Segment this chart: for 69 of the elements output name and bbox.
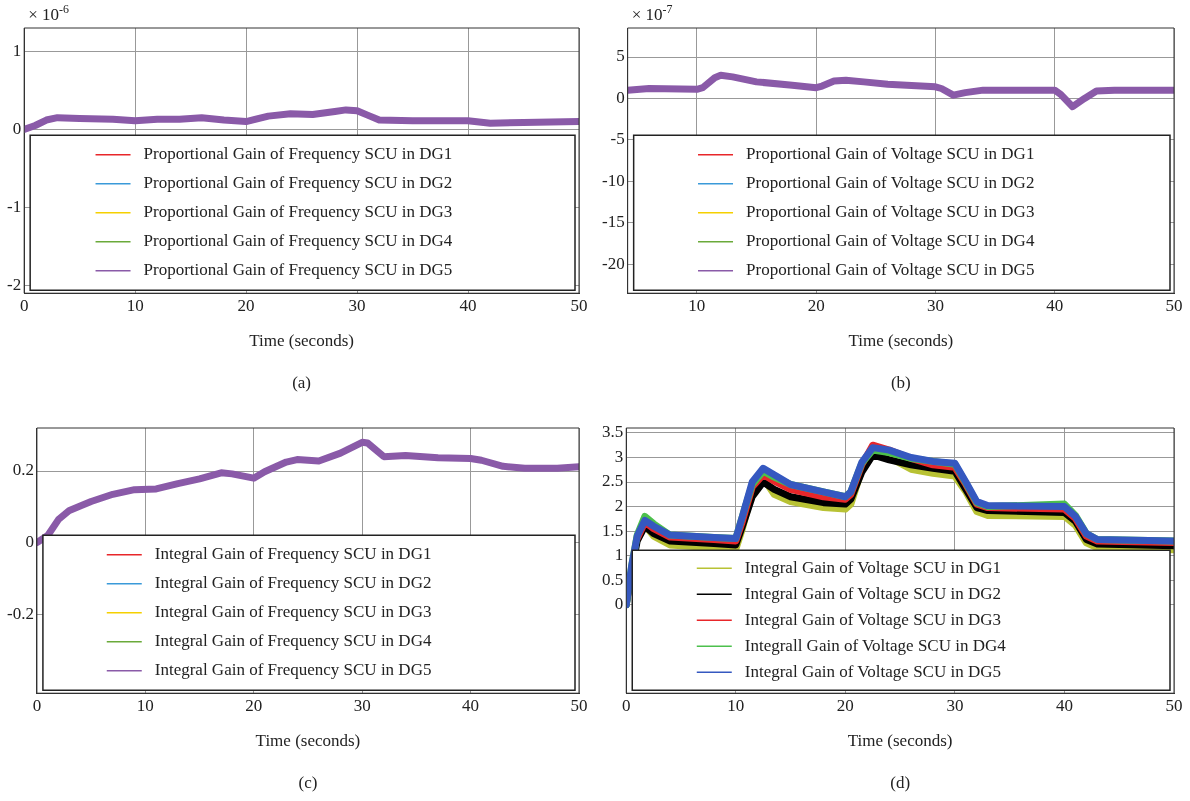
- y-tick-label: 0.2: [12, 460, 34, 480]
- legend-label: Integral Gain of Frequency SCU in DG4: [154, 631, 432, 651]
- x-axis-title: Time (seconds): [255, 731, 361, 751]
- y-tick-label: -15: [601, 212, 625, 232]
- legend-label: Proportional Gain of Voltage SCU in DG1: [746, 144, 1035, 164]
- x-tick-label: 40: [459, 295, 477, 315]
- y-tick-label: -20: [601, 253, 625, 273]
- legend-label: Integral Gain of Voltage SCU in DG1: [744, 557, 1002, 577]
- text: (a): [292, 373, 312, 392]
- y-tick-label: -10: [601, 170, 625, 190]
- x-tick-label: 50: [1165, 695, 1183, 715]
- x-tick-label: 10: [688, 295, 706, 315]
- y-tick-label: 0.5: [602, 569, 624, 589]
- legend-label: Integral Gain of Frequency SCU in DG1: [154, 544, 432, 564]
- legend-label: Proportional Gain of Frequency SCU in DG2: [143, 173, 453, 193]
- y-tick-label: 5: [616, 46, 625, 66]
- legend-label: Proportional Gain of Frequency SCU in DG4: [143, 231, 453, 251]
- legend-label: Integrall Gain of Voltage SCU in DG4: [744, 635, 1007, 655]
- x-tick-label: 30: [926, 295, 944, 315]
- y-tick-label: 3: [614, 446, 624, 466]
- x-tick-label: 50: [570, 295, 588, 315]
- x-tick-label: 50: [570, 695, 588, 715]
- legend-label: Proportional Gain of Voltage SCU in DG3: [746, 202, 1035, 222]
- y-tick-label: 2: [614, 496, 624, 516]
- legend-label: Integral Gain of Frequency SCU in DG5: [154, 660, 432, 680]
- x-axis-title: Time (seconds): [249, 331, 354, 351]
- x-tick-label: 40: [1046, 295, 1064, 315]
- y-tick-label: 1: [614, 545, 624, 565]
- legend-label: Proportional Gain of Voltage SCU in DG5: [746, 260, 1035, 280]
- y-tick-label: -5: [610, 129, 625, 149]
- x-tick-label: 40: [462, 695, 480, 715]
- x-tick-label: 20: [245, 695, 263, 715]
- x-tick-label: 20: [836, 695, 854, 715]
- x-tick-label: 20: [237, 295, 255, 315]
- legend-label: Proportional Gain of Voltage SCU in DG4: [746, 231, 1035, 251]
- x-tick-label: 30: [946, 695, 964, 715]
- x-axis-title: Time (seconds): [848, 331, 954, 351]
- x-tick-label: 10: [136, 695, 154, 715]
- legend-label: Integral Gain of Frequency SCU in DG2: [154, 573, 432, 593]
- legend-label: Proportional Gain of Voltage SCU in DG2: [746, 173, 1035, 193]
- legend-label: Integral Gain of Voltage SCU in DG2: [744, 583, 1002, 603]
- legend-label: Integral Gain of Frequency SCU in DG3: [154, 602, 432, 622]
- x-tick-label: 20: [807, 295, 825, 315]
- legend-label: Proportional Gain of Frequency SCU in DG3: [143, 202, 453, 222]
- text: (b): [890, 373, 911, 392]
- legend-label: Proportional Gain of Frequency SCU in DG1: [143, 144, 453, 164]
- text: (c): [298, 773, 318, 792]
- y-tick-label: 1: [12, 40, 22, 60]
- legend-label: Proportional Gain of Frequency SCU in DG5: [143, 260, 453, 280]
- x-tick-label: 40: [1055, 695, 1073, 715]
- y-tick-label: 1.5: [602, 520, 624, 540]
- y-tick-label: -1: [6, 196, 22, 216]
- x-tick-label: 10: [727, 695, 745, 715]
- y-tick-label: 0: [12, 118, 22, 138]
- y-tick-label: -0.2: [6, 603, 34, 623]
- x-tick-label: 10: [126, 295, 144, 315]
- text: (d): [890, 773, 911, 792]
- legend-label: Integral Gain of Voltage SCU in DG5: [744, 661, 1002, 681]
- y-tick-label: 2.5: [602, 471, 624, 491]
- y-tick-label: 0: [25, 532, 34, 552]
- x-tick-label: 30: [348, 295, 366, 315]
- y-tick-label: 0: [614, 594, 624, 614]
- x-tick-label: 30: [353, 695, 371, 715]
- legend-label: Integral Gain of Voltage SCU in DG3: [744, 609, 1002, 629]
- y-tick-label: -2: [6, 274, 22, 294]
- y-tick-label: 0: [616, 87, 625, 107]
- x-axis-title: Time (seconds): [847, 731, 953, 751]
- x-tick-label: 50: [1165, 295, 1183, 315]
- y-tick-label: 3.5: [602, 422, 624, 442]
